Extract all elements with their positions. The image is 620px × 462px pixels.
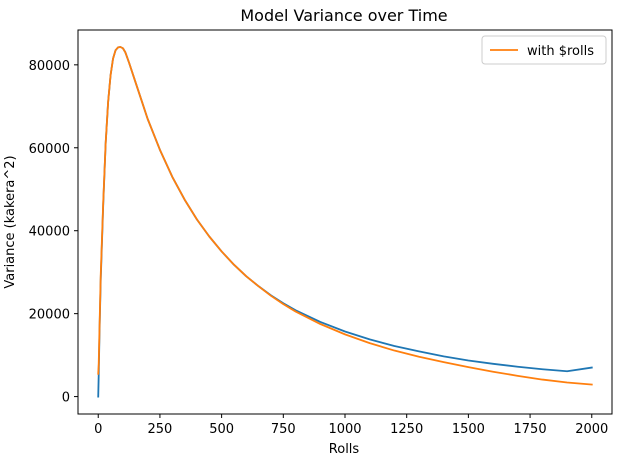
chart-title: Model Variance over Time [240, 6, 447, 25]
x-tick-label: 0 [94, 422, 102, 437]
x-tick-label: 250 [148, 422, 173, 437]
y-axis: 0 20000 40000 60000 80000 [29, 59, 78, 406]
y-tick-label: 80000 [29, 59, 70, 74]
series-line-1 [97, 46, 593, 386]
y-tick-label: 60000 [29, 142, 70, 157]
y-tick-label: 40000 [29, 225, 70, 240]
y-tick-label: 0 [62, 391, 70, 406]
x-tick-label: 500 [209, 422, 234, 437]
x-tick-label: 1000 [328, 422, 361, 437]
y-tick-label: 20000 [29, 308, 70, 323]
x-tick-label: 750 [271, 422, 296, 437]
x-tick-label: 1250 [390, 422, 423, 437]
legend-box [481, 35, 607, 65]
y-axis-label: Variance (kakera^2) [3, 155, 18, 288]
x-tick-label: 2000 [575, 422, 608, 437]
legend-label: with $rolls [527, 44, 594, 59]
x-tick-label: 1500 [452, 422, 485, 437]
x-axis: 0 250 500 750 1000 1250 1500 1750 2000 [94, 414, 608, 437]
x-tick-label: 1750 [514, 422, 547, 437]
legend: with $rolls [481, 35, 607, 65]
x-axis-label: Rolls [329, 442, 360, 457]
